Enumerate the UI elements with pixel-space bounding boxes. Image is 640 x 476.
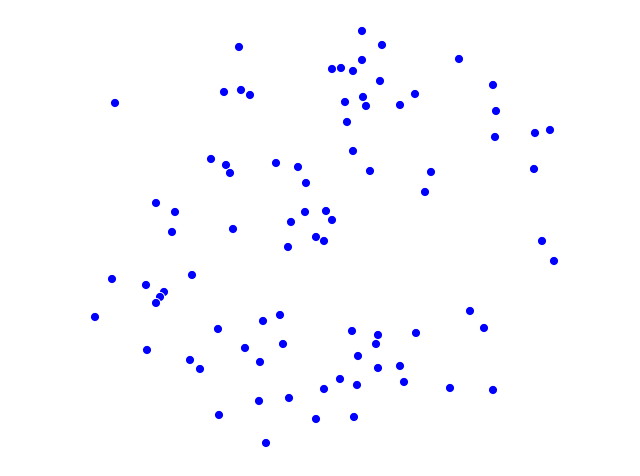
point [410,327,422,339]
point [536,235,548,247]
point [257,315,269,327]
point [364,165,376,177]
point [528,163,540,175]
point [233,41,245,53]
point [339,96,351,108]
point [194,363,206,375]
point [419,186,431,198]
point [326,63,338,75]
point [224,167,236,179]
point [89,311,101,323]
point [186,269,198,281]
point [283,392,295,404]
point [318,235,330,247]
point [348,411,360,423]
point [310,231,322,243]
point [444,382,456,394]
point [205,153,217,165]
point [490,105,502,117]
point [218,86,230,98]
point [166,226,178,238]
point [300,177,312,189]
point [253,395,265,407]
point [335,62,347,74]
point [310,413,322,425]
point [274,309,286,321]
goal-square-right [558,227,588,249]
point [544,124,556,136]
point [357,91,369,103]
point [372,329,384,341]
point [285,216,297,228]
points [89,25,560,449]
point [487,384,499,396]
field-lines [52,84,588,392]
point [398,376,410,388]
point [254,356,266,368]
point [347,65,359,77]
point [318,383,330,395]
goal-square-left [52,227,82,249]
point [109,97,121,109]
point [150,297,162,309]
point [356,25,368,37]
point [370,338,382,350]
point [425,166,437,178]
point [341,116,353,128]
point [351,379,363,391]
point [374,75,386,87]
point [244,89,256,101]
point [334,373,346,385]
point [360,100,372,112]
point [453,53,465,65]
point [239,342,251,354]
point [260,437,272,449]
point [320,205,332,217]
arc-right [421,84,526,392]
point [150,197,162,209]
point [227,223,239,235]
arc-left [114,84,219,392]
centre-square [237,154,404,321]
point [292,161,304,173]
point [346,325,358,337]
point [372,362,384,374]
point [489,131,501,143]
point [409,88,421,100]
point [277,338,289,350]
point [487,79,499,91]
point [347,145,359,157]
point [352,350,364,362]
point [270,157,282,169]
point [212,323,224,335]
point [213,409,225,421]
point [282,241,294,253]
point [464,305,476,317]
point [235,84,247,96]
point [529,127,541,139]
point [356,54,368,66]
point [326,214,338,226]
point [299,206,311,218]
point [376,39,388,51]
point [141,344,153,356]
point [394,360,406,372]
point [220,159,232,171]
point [548,255,560,267]
point [140,279,152,291]
point [478,322,490,334]
point [184,354,196,366]
point [106,273,118,285]
point [169,206,181,218]
point [394,99,406,111]
